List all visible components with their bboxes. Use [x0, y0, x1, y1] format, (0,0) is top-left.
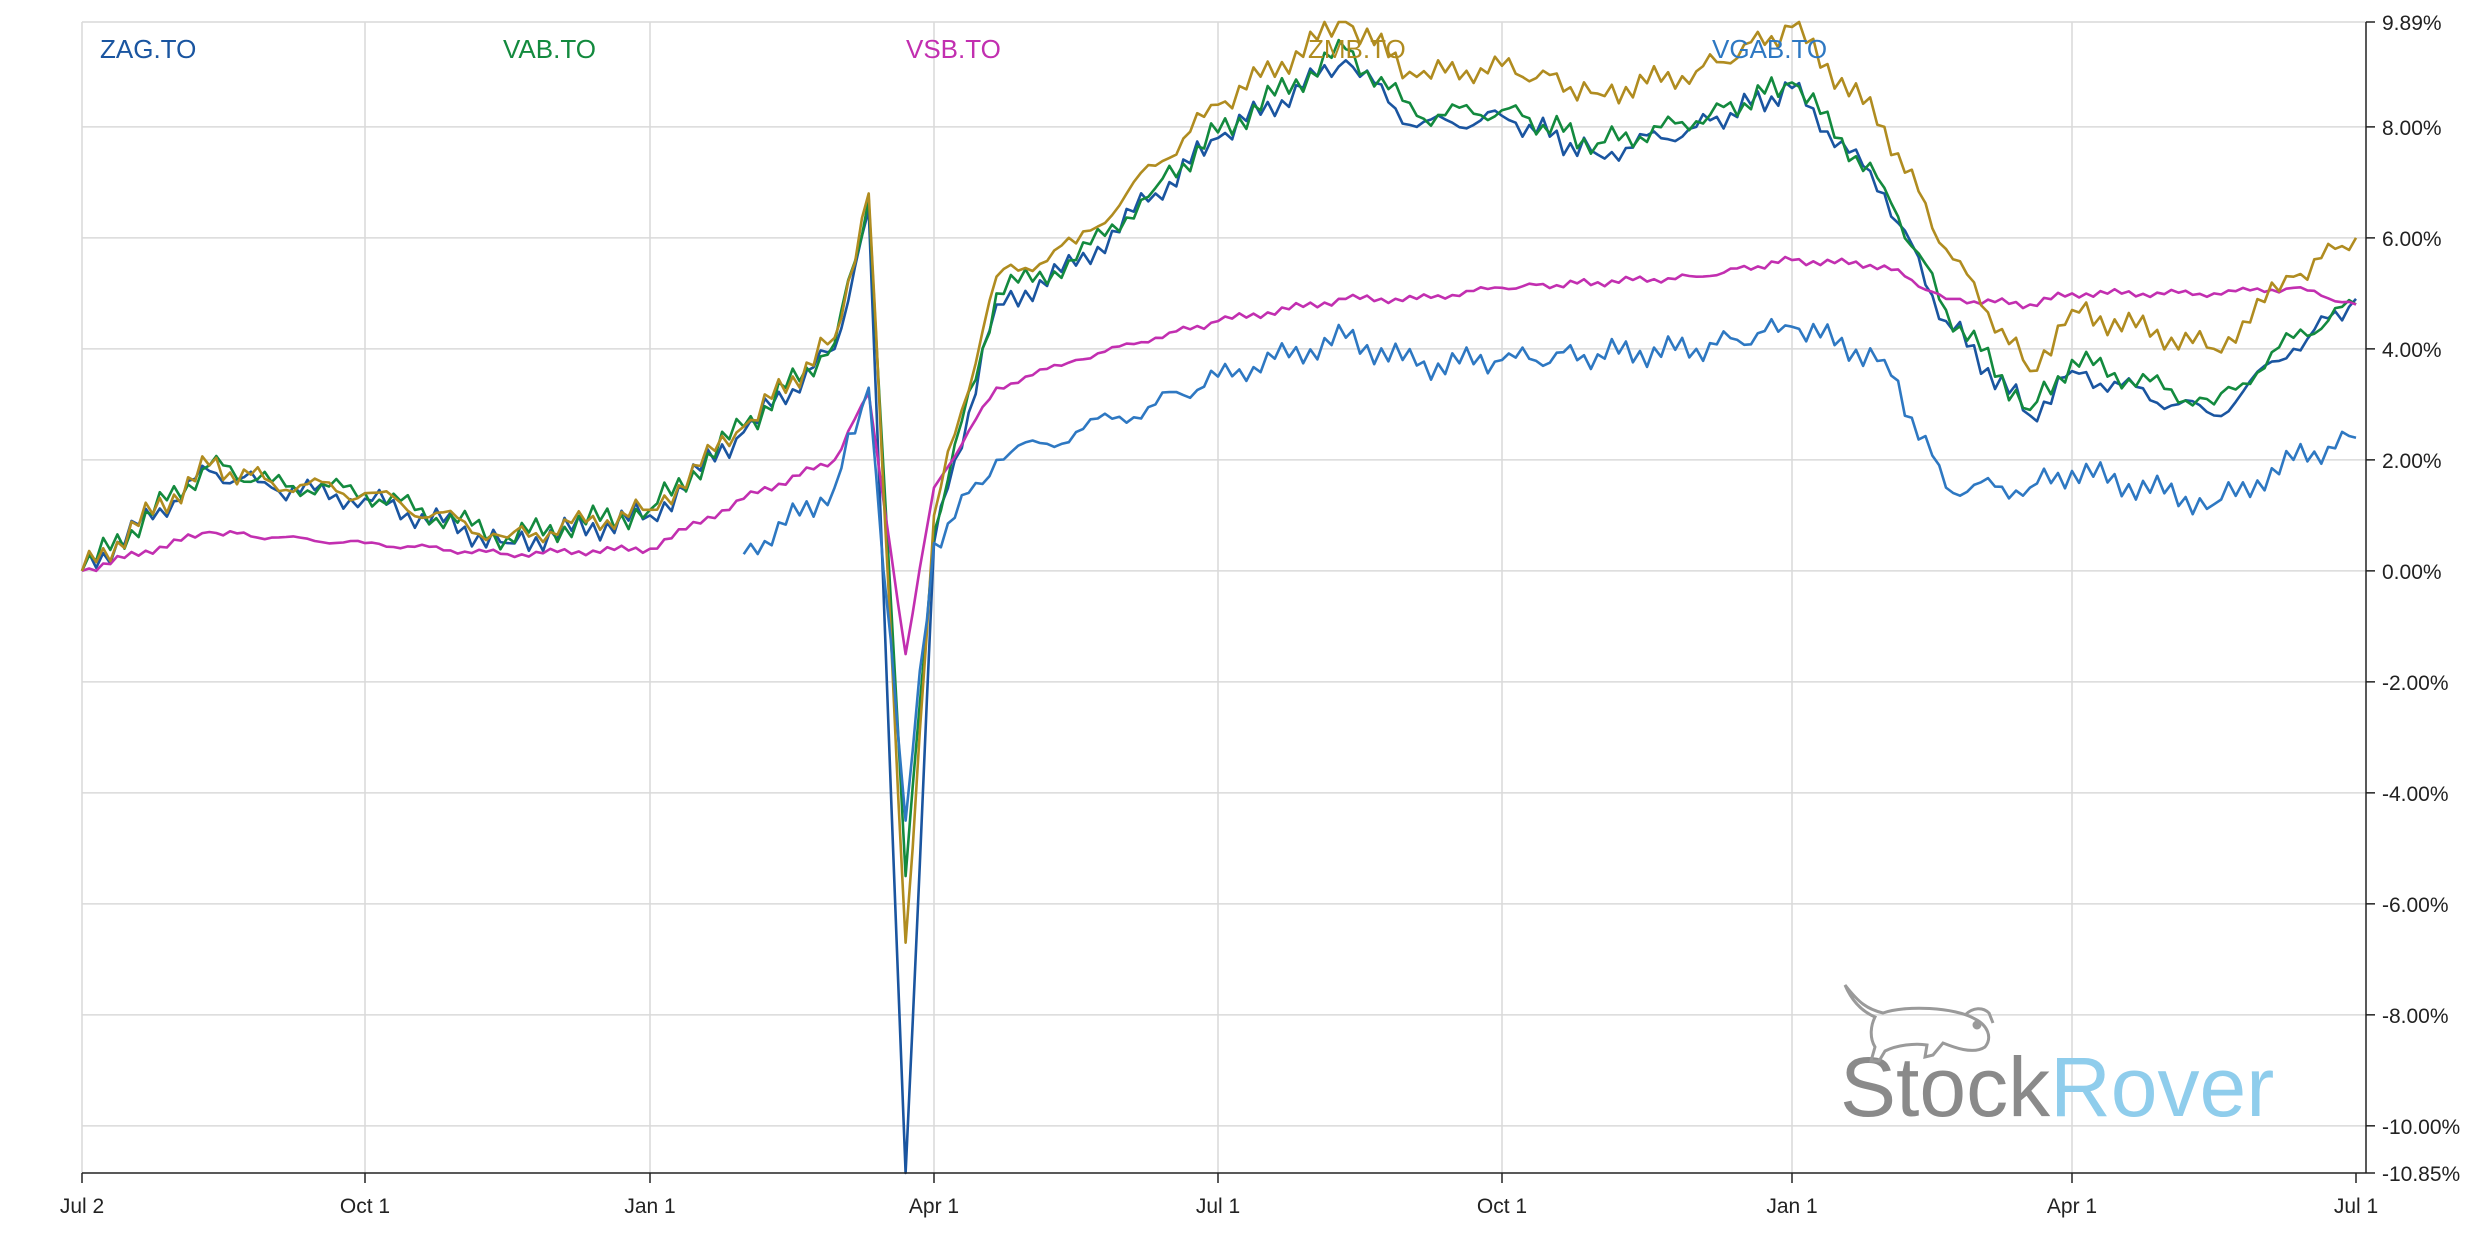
y-tick-label: 4.00%	[2382, 339, 2442, 362]
legend: ZAG.TO VAB.TO VSB.TO ZMB.TO VGAB.TO	[100, 34, 1827, 64]
x-tick-label: Jul 1	[2334, 1195, 2378, 1218]
y-tick-label: -10.00%	[2382, 1116, 2460, 1139]
dog-icon	[1843, 984, 1995, 1063]
x-tick-label: Apr 1	[2047, 1195, 2097, 1218]
x-tick-label: Jul 1	[1196, 1195, 1240, 1218]
y-tick-label: 9.89%	[2382, 12, 2442, 35]
y-tick-label: 8.00%	[2382, 117, 2442, 140]
legend-entry: VGAB.TO	[1712, 34, 1827, 64]
gridlines	[81, 21, 2366, 1173]
x-tick-label: Jan 1	[624, 1195, 675, 1218]
axes: Jul 2 Oct 1 Jan 1 Apr 1 Jul 1 Oct 1 Jan 1 Apr 1…	[60, 12, 2460, 1218]
y-tick-label: 6.00%	[2382, 228, 2442, 251]
y-tick-label: 2.00%	[2382, 450, 2442, 473]
y-tick-label: -2.00%	[2382, 672, 2449, 695]
series-line-vgab-to	[742, 317, 2357, 822]
y-tick-label: -8.00%	[2382, 1005, 2449, 1028]
legend-entry: VSB.TO	[906, 34, 1001, 64]
stockrover-logo-text: StockRover	[1840, 1040, 2274, 1134]
series-lines	[80, 20, 2358, 1175]
series-line-vab-to	[80, 38, 2357, 878]
legend-entry: VAB.TO	[503, 34, 596, 64]
y-tick-label: -6.00%	[2382, 894, 2449, 917]
x-tick-label: Jan 1	[1766, 1195, 1817, 1218]
legend-entry: ZAG.TO	[100, 34, 196, 64]
y-tick-label: -10.85%	[2382, 1163, 2460, 1186]
x-tick-label: Oct 1	[1477, 1195, 1527, 1218]
legend-entry: ZMB.TO	[1308, 34, 1406, 64]
x-tick-label: Oct 1	[340, 1195, 390, 1218]
x-tick-label: Jul 2	[60, 1195, 104, 1218]
y-tick-label: -4.00%	[2382, 783, 2449, 806]
x-tick-label: Apr 1	[909, 1195, 959, 1218]
stockrover-watermark: StockRover	[1840, 984, 2274, 1134]
y-tick-label: 0.00%	[2382, 561, 2442, 584]
series-line-vsb-to	[81, 255, 2357, 656]
series-line-zmb-to	[80, 20, 2358, 944]
series-line-zag-to	[80, 59, 2357, 1175]
